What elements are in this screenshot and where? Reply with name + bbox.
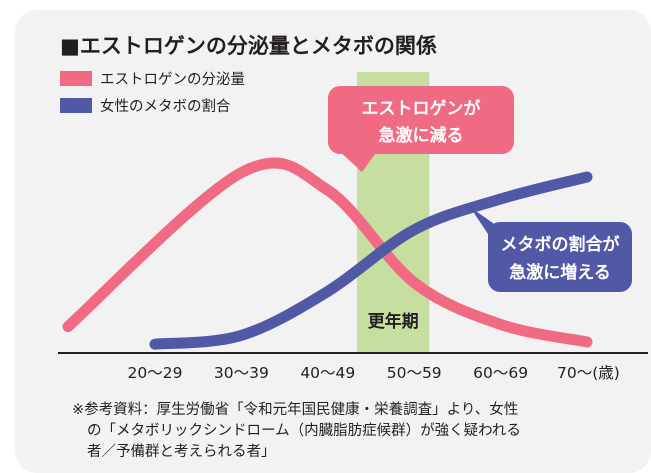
legend-label-estrogen: エストロゲンの分泌量 — [100, 71, 245, 88]
series-layer — [62, 157, 593, 350]
x-tick-label: 40〜49 — [300, 364, 355, 382]
callout-metabo: メタボの割合が 急激に増える — [470, 207, 632, 292]
x-tick-label: 20〜29 — [128, 364, 183, 382]
chart-title: ■エストロゲンの分泌量とメタボの関係 — [60, 34, 437, 58]
series-line-estrogen — [62, 157, 593, 348]
callout-metabo-line1: メタボの割合が — [501, 234, 620, 255]
callout-metabo-line2: 急激に増える — [509, 262, 611, 283]
x-tick-label: 70〜(歳) — [557, 364, 620, 382]
callout-estrogen-line2: 急激に減る — [379, 125, 464, 146]
x-axis-ticks: 20〜29 30〜39 40〜49 50〜59 60〜69 70〜(歳) — [128, 364, 620, 382]
legend-swatch-metabo — [60, 98, 92, 113]
source-note-line3: 者／予備群と考えられる者」 — [87, 444, 276, 460]
source-note: ※参考資料：厚生労働省「令和元年国民健康・栄養調査」より、女性 の「メタボリック… — [72, 400, 642, 463]
source-note-line1: ※参考資料：厚生労働省「令和元年国民健康・栄養調査」より、女性 — [72, 402, 519, 418]
x-tick-label: 60〜69 — [473, 364, 528, 382]
series-line-metabo — [149, 171, 593, 350]
x-tick-label: 50〜59 — [387, 364, 442, 382]
callout-estrogen-line1: エストロゲンが — [362, 98, 481, 119]
source-note-line2: の「メタボリックシンドローム（内臓脂肪症候群）が強く疑われる — [87, 423, 521, 439]
callout-estrogen-box — [328, 86, 514, 154]
callout-estrogen-pointer — [338, 150, 378, 172]
legend-swatch-estrogen — [60, 71, 92, 86]
callout-metabo-box — [488, 222, 632, 292]
callout-estrogen: エストロゲンが 急激に減る — [328, 86, 514, 172]
legend-label-metabo: 女性のメタボの割合 — [100, 97, 231, 115]
period-label: 更年期 — [368, 311, 419, 332]
x-tick-label: 30〜39 — [214, 364, 269, 382]
